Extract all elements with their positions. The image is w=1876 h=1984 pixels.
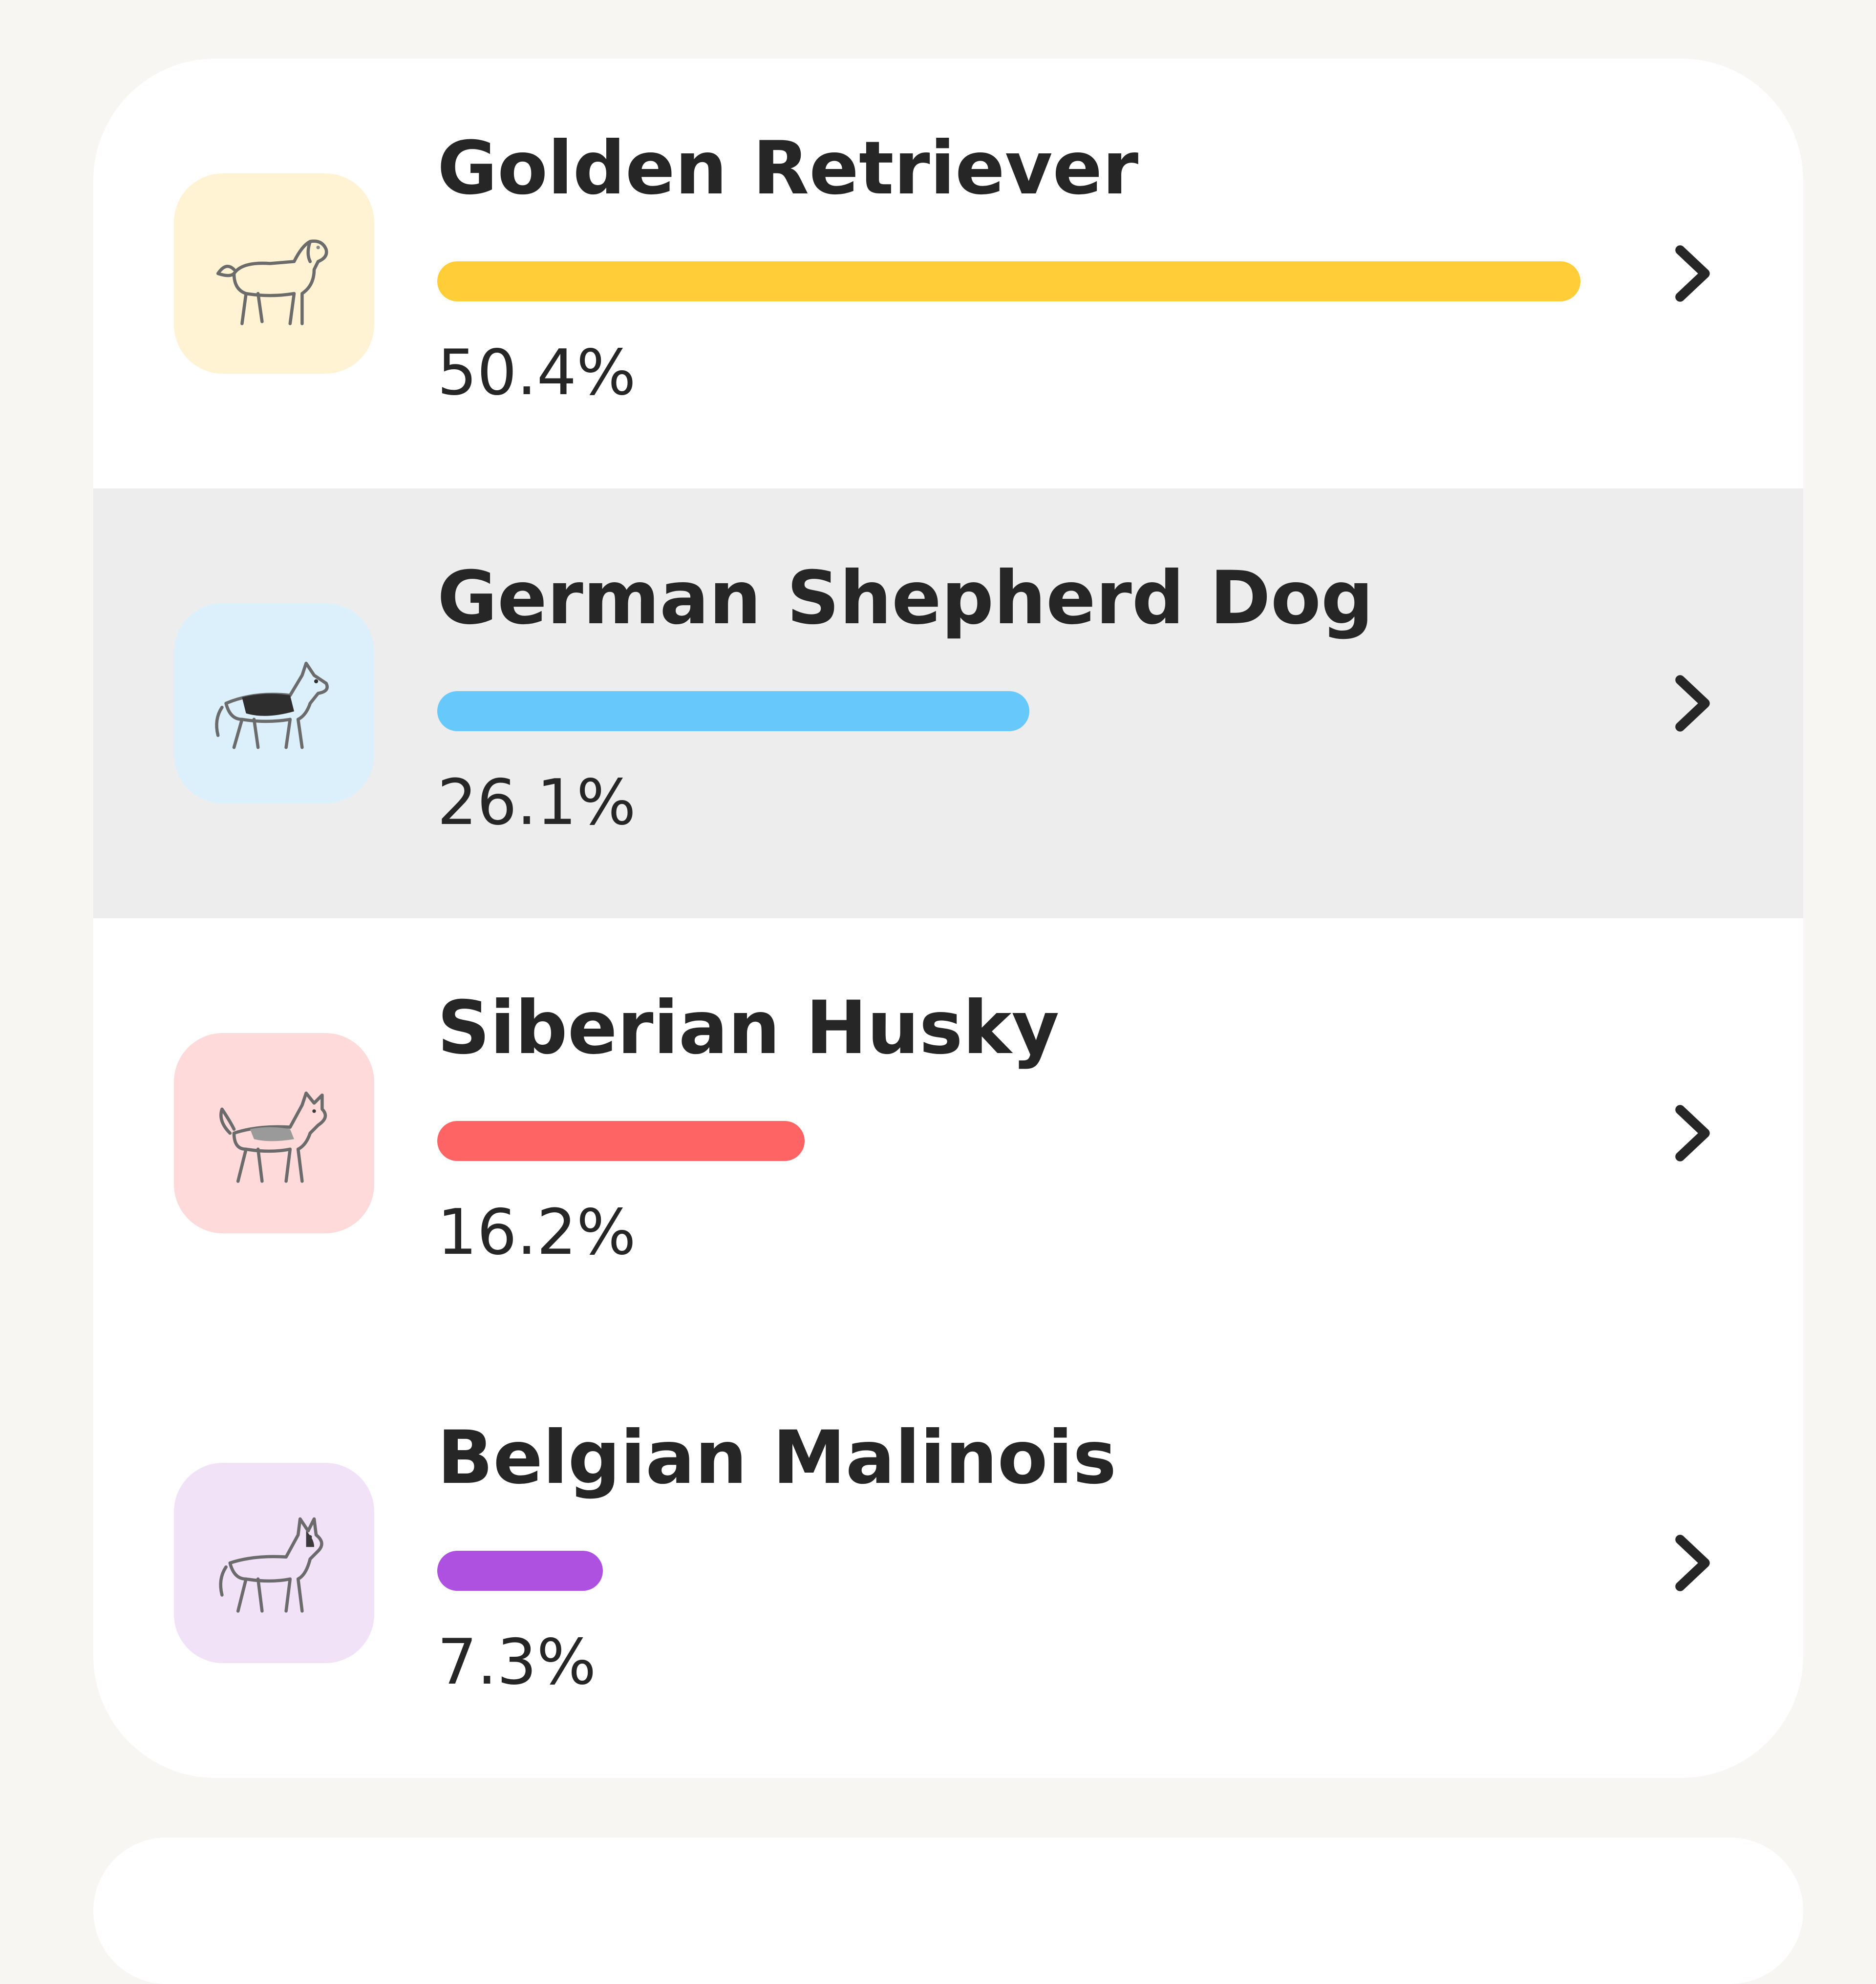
- siberian-husky-icon: [219, 1091, 327, 1183]
- breed-percent: 26.1%: [437, 766, 636, 839]
- breed-percent: 16.2%: [437, 1196, 636, 1269]
- breed-row-german-shepherd-dog[interactable]: German Shepherd Dog 26.1%: [93, 488, 1803, 918]
- siberian-husky-tile: [174, 1033, 374, 1233]
- golden-retriever-icon: [216, 239, 328, 325]
- percent-bar-track: [437, 691, 1580, 731]
- belgian-malinois-icon: [219, 1517, 323, 1613]
- breed-name: Golden Retriever: [437, 126, 1139, 211]
- chevron-right-icon: [1675, 1535, 1710, 1591]
- breed-name: Belgian Malinois: [437, 1415, 1117, 1500]
- chevron-right-icon: [1675, 1105, 1710, 1161]
- percent-bar-track: [437, 1551, 1580, 1591]
- breed-row-belgian-malinois[interactable]: Belgian Malinois 7.3%: [93, 1348, 1803, 1778]
- breed-name: German Shepherd Dog: [437, 556, 1374, 641]
- percent-bar: [437, 1121, 805, 1161]
- breed-breakdown-card: Golden Retriever 50.4% German Shepherd D…: [93, 59, 1803, 1778]
- german-shepherd-tile: [174, 603, 374, 803]
- golden-retriever-tile: [174, 173, 374, 374]
- percent-bar-track: [437, 261, 1580, 301]
- percent-bar: [437, 1551, 603, 1591]
- chevron-right-icon: [1675, 245, 1710, 302]
- breed-row-siberian-husky[interactable]: Siberian Husky 16.2%: [93, 918, 1803, 1348]
- next-card: [93, 1837, 1803, 1984]
- breed-percent: 7.3%: [437, 1626, 597, 1699]
- percent-bar: [437, 691, 1029, 731]
- chevron-right-icon: [1675, 675, 1710, 732]
- percent-bar-track: [437, 1121, 1580, 1161]
- breed-name: Siberian Husky: [437, 986, 1060, 1071]
- german-shepherd-icon: [215, 661, 329, 749]
- belgian-malinois-tile: [174, 1463, 374, 1663]
- breed-row-golden-retriever[interactable]: Golden Retriever 50.4%: [93, 59, 1803, 488]
- breed-percent: 50.4%: [437, 337, 636, 409]
- percent-bar: [437, 261, 1580, 301]
